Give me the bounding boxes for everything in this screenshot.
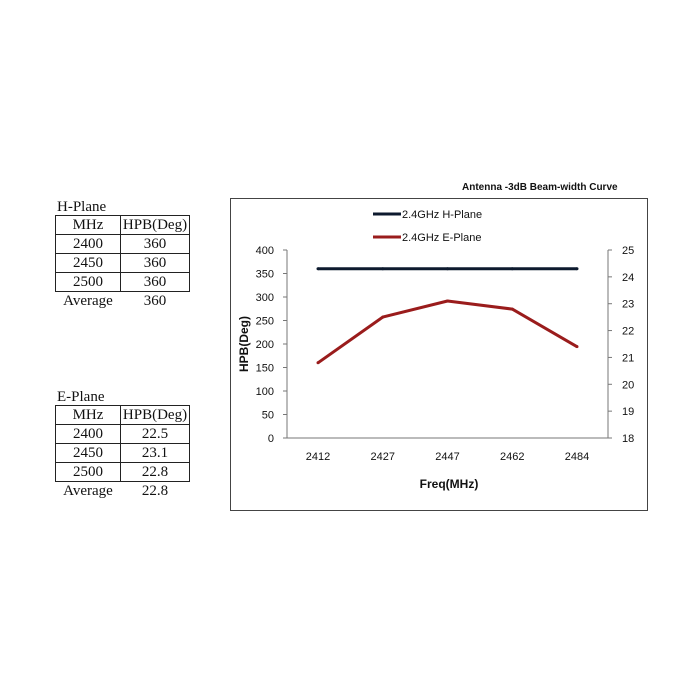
table-row: 2450 360 bbox=[55, 253, 190, 273]
table-header-row: MHz HPB(Deg) bbox=[55, 215, 190, 235]
table-row: 2500 360 bbox=[55, 272, 190, 292]
e-plane-table: MHz HPB(Deg) 2400 22.5 2450 23.1 2500 22… bbox=[55, 405, 190, 500]
table-header-row: MHz HPB(Deg) bbox=[55, 405, 190, 425]
header-mhz: MHz bbox=[55, 405, 121, 425]
cell-mhz: 2450 bbox=[55, 443, 121, 463]
average-value: 22.8 bbox=[141, 483, 169, 499]
average-value: 360 bbox=[143, 293, 167, 309]
cell-mhz: 2500 bbox=[55, 462, 121, 482]
cell-hpb: 22.5 bbox=[120, 424, 190, 444]
cell-mhz: 2400 bbox=[55, 424, 121, 444]
table-row: 2400 360 bbox=[55, 234, 190, 254]
e-plane-title: E-Plane bbox=[57, 389, 105, 405]
table-row: 2500 22.8 bbox=[55, 462, 190, 482]
h-plane-title: H-Plane bbox=[57, 199, 107, 215]
cell-mhz: 2500 bbox=[55, 272, 121, 292]
table-row: 2450 23.1 bbox=[55, 443, 190, 463]
average-row: Average 360 bbox=[56, 292, 190, 311]
cell-mhz: 2400 bbox=[55, 234, 121, 254]
cell-hpb: 360 bbox=[120, 234, 190, 254]
chart-title: Antenna -3dB Beam-width Curve bbox=[462, 182, 618, 193]
header-hpb: HPB(Deg) bbox=[120, 405, 190, 425]
e-plane-table-block: E-Plane MHz HPB(Deg) 2400 22.5 2450 23.1… bbox=[55, 389, 190, 500]
cell-hpb: 22.8 bbox=[120, 462, 190, 482]
cell-hpb: 360 bbox=[120, 272, 190, 292]
cell-hpb: 360 bbox=[120, 253, 190, 273]
chart-frame bbox=[230, 198, 648, 511]
header-mhz: MHz bbox=[55, 215, 121, 235]
h-plane-table-block: H-Plane MHz HPB(Deg) 2400 360 2450 360 2… bbox=[55, 199, 190, 310]
average-row: Average 22.8 bbox=[56, 482, 190, 501]
average-label: Average bbox=[63, 483, 113, 499]
cell-mhz: 2450 bbox=[55, 253, 121, 273]
table-row: 2400 22.5 bbox=[55, 424, 190, 444]
h-plane-table: MHz HPB(Deg) 2400 360 2450 360 2500 360 … bbox=[55, 215, 190, 310]
cell-hpb: 23.1 bbox=[120, 443, 190, 463]
header-hpb: HPB(Deg) bbox=[120, 215, 190, 235]
average-label: Average bbox=[63, 293, 113, 309]
